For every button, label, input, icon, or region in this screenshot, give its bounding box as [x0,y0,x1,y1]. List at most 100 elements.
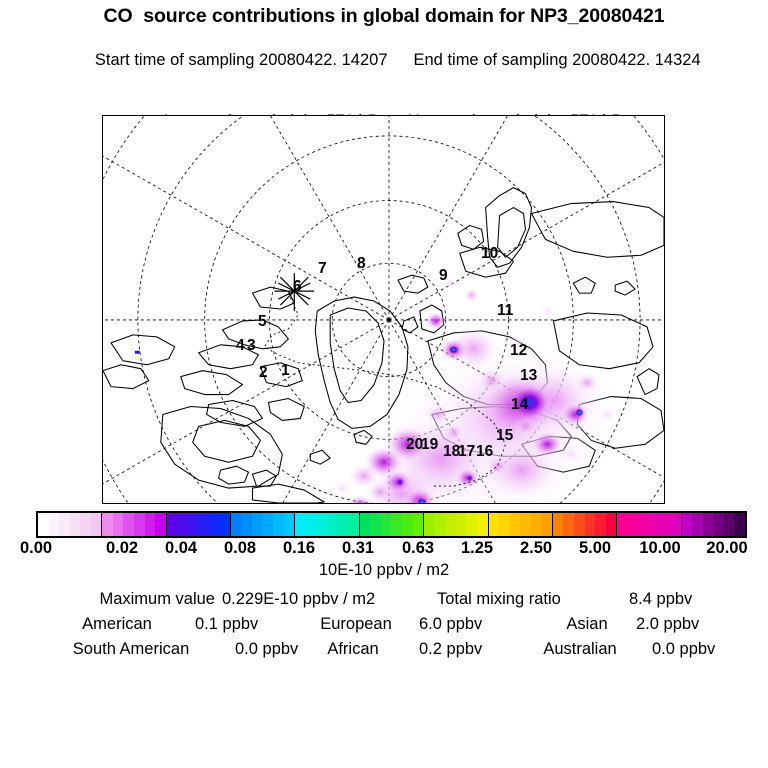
colorbar-band [90,513,102,536]
region-african-value: 0.2 ppbv [419,640,483,658]
maximum-value: 0.229E-10 ppbv / m2 [222,590,376,608]
colorbar-band [595,513,606,536]
colorbar-band [38,513,49,536]
colorbar-band [520,513,531,536]
colorbar-band [134,513,145,536]
colorbar-band [208,513,220,536]
colorbar-segment [617,513,682,536]
colorbar-band [391,513,403,536]
colorbar-band [605,513,617,536]
colorbar-tick: 2.50 [519,539,553,557]
colorbar-band [231,513,242,536]
colorbar-band [144,513,156,536]
colorbar-band [402,513,413,536]
colorbar-band [434,513,446,536]
region-south-american-value: 0.0 ppbv [235,640,299,658]
colorbar-band [359,513,371,536]
colorbar-band [659,513,671,536]
colorbar-band [166,513,178,536]
total-mixing-ratio-value: 8.4 ppbv [629,590,693,608]
graticule-meridians [103,116,664,503]
colorbar-tick: 0.00 [19,539,53,557]
co-source-contribution-field [134,278,620,503]
colorbar-band [123,513,135,536]
colorbar-band [584,513,596,536]
region-south-american-label: South American [72,640,190,658]
colorbar-segment [424,513,489,536]
colorbar-band [380,513,392,536]
colorbar-band [445,513,456,536]
footer-row-regions-2: South American 0.0 ppbv African 0.2 ppbv… [0,640,768,665]
colorbar-band [723,513,735,536]
trajectory-path [263,292,507,487]
region-african-label: African [327,640,379,658]
colorbar-band [327,513,338,536]
colorbar-band [509,513,521,536]
release-point-star-icon [274,273,315,311]
colorbar-segment [359,513,425,536]
end-time-label: End time of sampling 20080422. 14324 [413,51,701,69]
region-australian-value: 0.0 ppbv [652,640,716,658]
colorbar-band [541,513,552,536]
colorbar-band [155,513,166,536]
colorbar-band [412,513,424,536]
colorbar-segment [295,513,360,536]
colorbar-tick: 0.04 [164,539,198,557]
colorbar-band [262,513,274,536]
start-time-label: Start time of sampling 20080422. 14207 [94,51,388,69]
colorbar-band [59,513,70,536]
colorbar-band [198,513,209,536]
colorbar-band [670,513,681,536]
colorbar-band [48,513,60,536]
colorbar-tick: 0.31 [341,539,375,557]
colorbar-band [692,513,703,536]
colorbar-band [648,513,660,536]
colorbar-band [563,513,574,536]
colorbar-band [348,513,359,536]
colorbar-segment [681,513,745,536]
colorbar-band [252,513,263,536]
colorbar-band [295,513,306,536]
colorbar-band [702,513,714,536]
page-title: CO source contributions in global domain… [103,5,665,27]
colorbar-band [102,513,113,536]
colorbar-tick: 0.08 [223,539,257,557]
map-panel[interactable]: 1 2 3 4 5 6 7 8 9 10 11 12 13 14 15 16 1… [102,115,665,504]
colorbar-band [424,513,435,536]
colorbar-band [734,513,745,536]
colorbar-band [617,513,628,536]
colorbar-band [455,513,467,536]
colorbar-band [370,513,381,536]
colorbar-band [638,513,649,536]
colorbar-band [283,513,295,536]
colorbar-band [177,513,188,536]
sampling-time-line: Start time of sampling 20080422. 14207 En… [0,32,768,89]
region-american-value: 0.1 ppbv [195,615,259,633]
colorbar-band [316,513,328,536]
footer-row-regions-1: American 0.1 ppbv European 6.0 ppbv Asia… [0,615,768,640]
colorbar-band [627,513,639,536]
colorbar-tick: 10.00 [639,539,681,557]
colorbar-segment [38,513,103,536]
colorbar-band [337,513,349,536]
colorbar-band [219,513,231,536]
maximum-value-label: Maximum value [99,590,215,608]
colorbar[interactable] [36,511,747,538]
colorbar-band [69,513,81,536]
colorbar-band [499,513,510,536]
colorbar-tick: 20.00 [706,539,748,557]
colorbar-tick: 1.25 [460,539,494,557]
colorbar-band [187,513,199,536]
colorbar-segment [488,513,553,536]
colorbar-tick: 0.02 [105,539,139,557]
colorbar-band [574,513,585,536]
colorbar-band [273,513,284,536]
colorbar-tick: 5.00 [578,539,612,557]
figure-footer: Maximum value 0.229E-10 ppbv / m2 Total … [0,590,768,665]
colorbar-band [713,513,724,536]
colorbar-tick: 0.63 [401,539,435,557]
colorbar-unit-label: 10E-10 ppbv / m2 [318,561,450,579]
colorbar-band [466,513,477,536]
colorbar-segment [102,513,167,536]
